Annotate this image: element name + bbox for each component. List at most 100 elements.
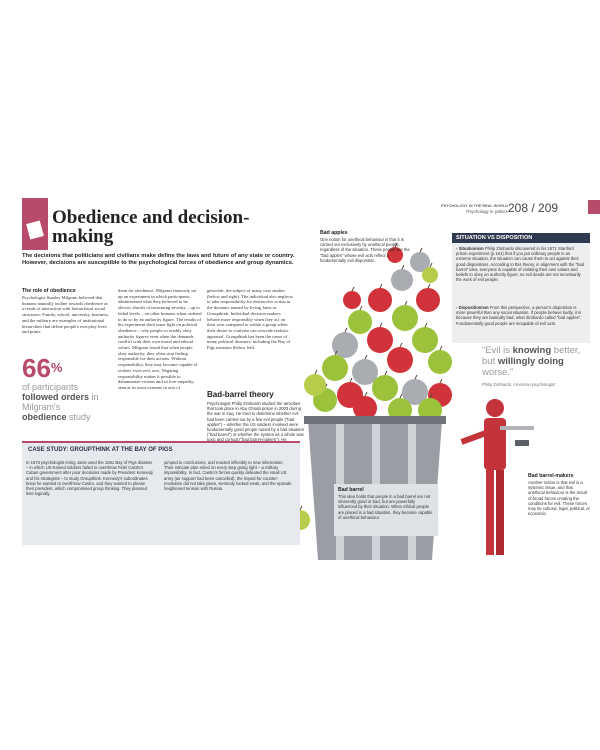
stat-unit: % <box>50 360 63 375</box>
intro: The decisions that politicians and civil… <box>22 253 295 267</box>
case-study-box: CASE STUDY: GROUPTHINK AT THE BAY OF PIG… <box>22 441 300 545</box>
apple <box>402 379 428 405</box>
box-heading: SITUATION VS DISPOSITION <box>452 233 590 243</box>
quote-emphasis: knowing <box>512 345 552 356</box>
page-numbers: 208 / 209 <box>508 201 559 215</box>
apple-stem <box>344 327 348 333</box>
label-text: One notion for unethical behaviour is th… <box>320 237 410 263</box>
apple <box>410 252 430 272</box>
caption-part: of participants <box>22 382 79 392</box>
box-item: › Situationism Philip Zimbardo discovere… <box>456 246 585 283</box>
apple <box>352 359 378 385</box>
figure-tool <box>515 440 529 446</box>
figure-head <box>486 399 504 417</box>
box-text: Philip Zimbardo discovered in his 1971 S… <box>456 246 585 283</box>
apple <box>353 396 377 420</box>
quote-part: “Evil is <box>482 345 513 356</box>
apple-stem <box>427 283 431 289</box>
box-term: Dispositionism <box>458 305 489 310</box>
apple <box>372 375 398 401</box>
apple <box>387 347 413 373</box>
apple <box>422 267 438 283</box>
caption-emphasis: followed orders <box>22 392 90 402</box>
figure-leg <box>496 470 504 555</box>
apple <box>368 288 392 312</box>
icon-paper <box>26 220 44 240</box>
caption-part: in Milgram's <box>22 392 99 412</box>
apple-stem <box>439 378 443 384</box>
apple-stem <box>314 369 318 375</box>
barrel-rim <box>304 416 446 424</box>
apple-stem <box>399 393 403 399</box>
figure-arm <box>460 430 488 445</box>
apple-stem <box>299 505 303 511</box>
quote-part: better, but <box>482 345 581 367</box>
apple-stem <box>401 264 405 270</box>
section-heading: Bad-barrel theory <box>207 390 274 399</box>
title: Obedience and decision-making <box>52 207 250 247</box>
box-term: Situationism <box>458 246 484 251</box>
apple <box>392 305 418 331</box>
apple-stem <box>364 391 368 397</box>
quote-emphasis: willingly <box>497 356 536 367</box>
label-heading: Bad barrel <box>338 487 364 493</box>
apple <box>343 291 361 309</box>
body-text: them for obedience. Milgram famously set… <box>118 288 202 390</box>
apple-stem <box>414 374 418 380</box>
section-label: PSYCHOLOGY IN THE REAL WORLD <box>441 204 508 208</box>
box-text: From this perspective, a person's dispos… <box>456 305 582 326</box>
apple-stem <box>359 305 363 311</box>
apple <box>332 332 358 358</box>
label-text: Another notion is that evil is a systemi… <box>528 480 590 517</box>
case-study-text: jumped to conclusions, and reacted infle… <box>164 460 292 492</box>
barrel-label-panel <box>334 484 438 536</box>
quote-attribution: Philip Zimbardo, American psychologist <box>482 382 556 387</box>
apple <box>322 355 348 381</box>
label-heading: Bad barrel-makers <box>528 473 574 479</box>
box-item: › Dispositionism From this perspective, … <box>456 305 582 326</box>
apple-stem <box>384 370 388 376</box>
apple-stem <box>394 242 398 248</box>
caption-emphasis: obedience <box>22 412 67 422</box>
quote: “Evil is knowing better, but willingly d… <box>482 345 582 378</box>
apple-stem <box>404 300 408 306</box>
apple-stem <box>351 286 355 292</box>
caption-part: study <box>69 412 91 422</box>
apple-stem <box>399 342 403 348</box>
page-tab <box>588 200 600 214</box>
apple <box>412 327 438 353</box>
apple-stem <box>379 322 383 328</box>
apple <box>304 374 326 396</box>
apple-stem <box>424 322 428 328</box>
apple-stem <box>439 345 443 351</box>
body-text: Psychologist Stanley Milgram believed th… <box>22 295 109 335</box>
apple <box>416 288 440 312</box>
apple-stem <box>429 393 433 399</box>
apple-stem <box>429 262 433 268</box>
situation-box: SITUATION VS DISPOSITION › Situationism … <box>452 233 590 343</box>
stat-number: 66% <box>22 355 62 381</box>
apple <box>391 269 413 291</box>
stat-caption: of participants followed orders in Milgr… <box>22 382 107 422</box>
quote-part: worse.” <box>482 367 514 378</box>
figure-body <box>484 418 506 470</box>
label-text: This idea holds that people in a bad bar… <box>338 494 433 520</box>
apple-stem <box>419 247 423 253</box>
apple <box>348 310 372 334</box>
apple-stem <box>364 354 368 360</box>
subsection-label: Psychology in politics <box>466 209 508 214</box>
apple-stem <box>334 350 338 356</box>
apple <box>428 350 452 374</box>
body-text: genocide, the subject of many case studi… <box>207 288 293 351</box>
quote-emphasis: doing <box>537 356 564 367</box>
apple-stem <box>379 283 383 289</box>
apple <box>387 247 403 263</box>
figure-leg <box>486 470 494 555</box>
figure-tool <box>500 426 534 430</box>
stat-value: 66 <box>22 353 51 383</box>
apple-stem <box>349 377 353 383</box>
case-study-text: In 1973 psychologist Irving Janis used t… <box>26 460 154 497</box>
apple <box>367 327 393 353</box>
case-study-heading: CASE STUDY: GROUPTHINK AT THE BAY OF PIG… <box>28 447 173 453</box>
